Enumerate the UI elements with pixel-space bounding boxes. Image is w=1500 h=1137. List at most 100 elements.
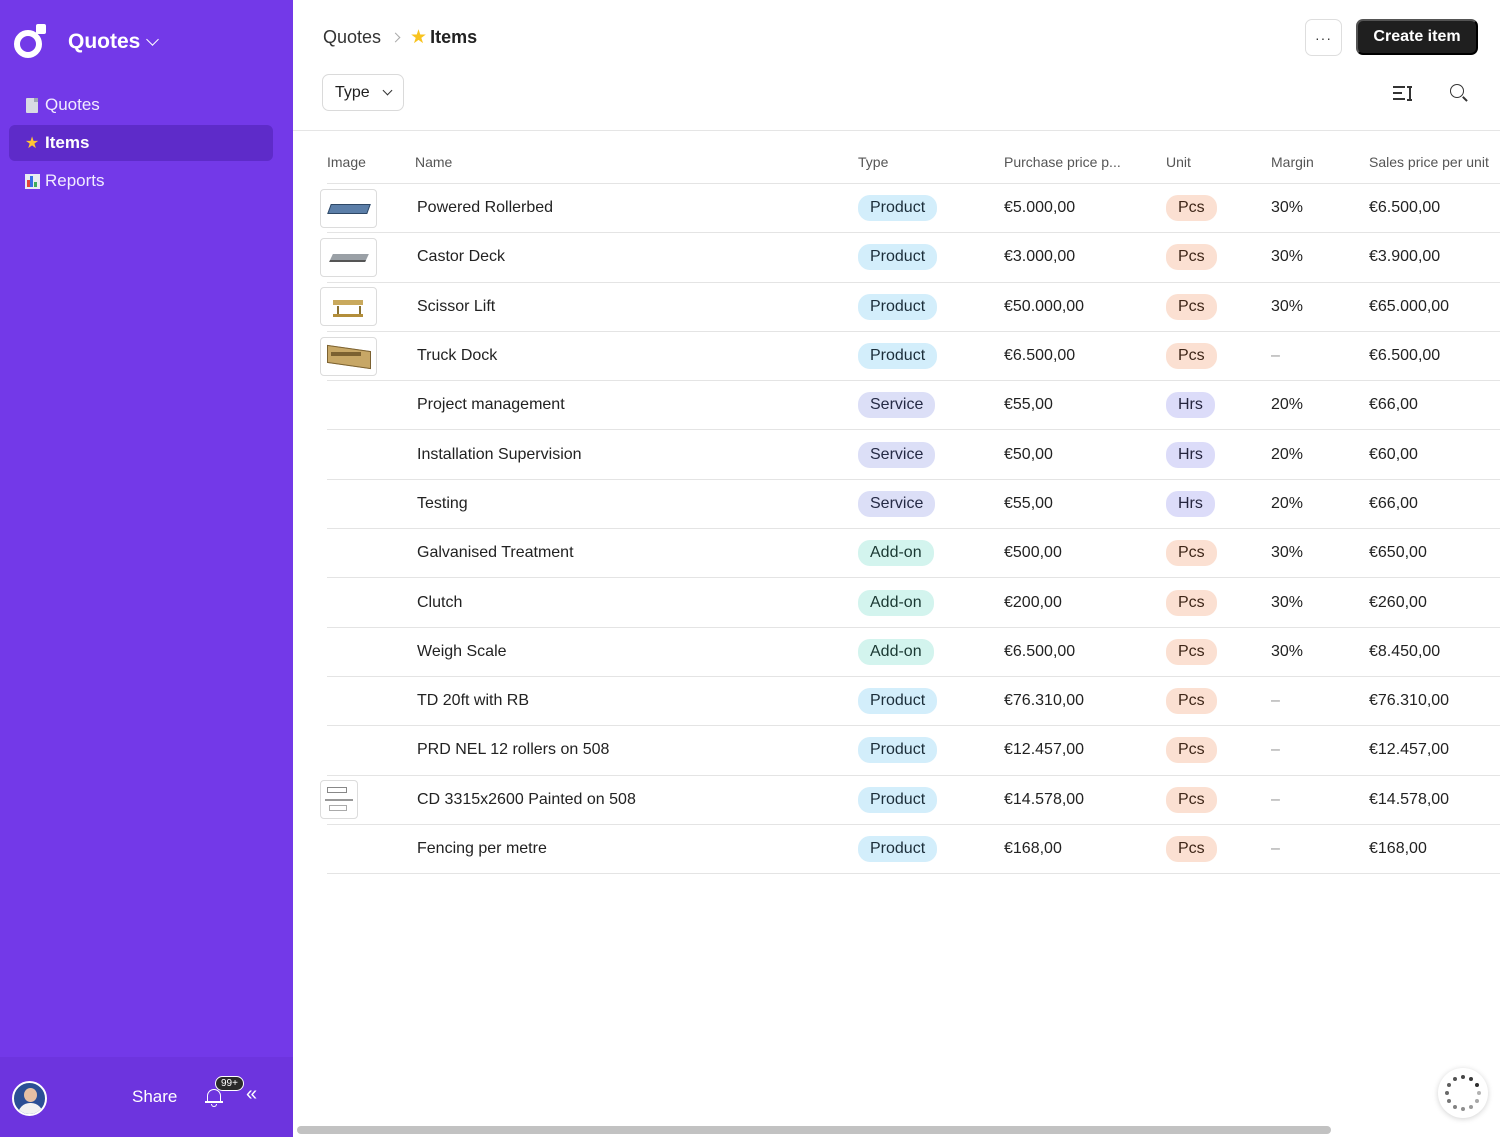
column-header-sales-price[interactable]: Sales price per unit — [1369, 153, 1489, 170]
item-thumbnail[interactable] — [320, 780, 358, 820]
table-row[interactable]: CD 3315x2600 Painted on 508 Product €14.57… — [320, 776, 1500, 825]
cell-sales-price: €66,00 — [1369, 396, 1418, 414]
cell-name[interactable]: Castor Deck — [417, 248, 506, 266]
table-row[interactable]: Installation Supervision Service €50,00 Hrs… — [327, 430, 1500, 480]
cell-type: Product — [858, 195, 1004, 222]
cell-name[interactable]: Scissor Lift — [417, 297, 496, 315]
cell-name[interactable]: CD 3315x2600 Painted on 508 — [417, 790, 636, 808]
table-row[interactable]: Scissor Lift Product €50.000,00 Pcs 30% €65.0… — [320, 283, 1500, 332]
column-header-type[interactable]: Type — [858, 153, 889, 170]
table-row[interactable]: Weigh Scale Add-on €6.500,00 Pcs 30% €8.450,0… — [327, 628, 1500, 677]
chevron-down-icon — [382, 85, 393, 96]
cell-sales-price: €65.000,00 — [1369, 297, 1450, 315]
type-badge: Product — [858, 343, 938, 370]
cell-unit: Pcs — [1166, 293, 1271, 320]
item-thumbnail[interactable] — [320, 336, 377, 376]
column-header-image[interactable]: Image — [327, 153, 366, 170]
sidebar-item-label: Quotes — [45, 95, 100, 114]
cell-purchase-price: €3.000,00 — [1004, 248, 1076, 266]
sidebar-item-quotes[interactable]: Quotes — [9, 87, 273, 123]
cell-unit: Hrs — [1166, 392, 1271, 419]
cell-sales-price: €650,00 — [1369, 544, 1427, 562]
item-thumbnail[interactable] — [320, 287, 377, 327]
cell-margin: 30% — [1271, 248, 1304, 266]
type-badge: Product — [858, 737, 938, 764]
divider — [293, 130, 1500, 131]
item-thumbnail[interactable] — [320, 237, 377, 277]
cell-name[interactable]: Powered Rollerbed — [417, 199, 554, 217]
cell-name[interactable]: Project management — [417, 396, 565, 414]
cell-type: Service — [858, 392, 1004, 419]
filter-label: Type — [335, 83, 370, 101]
column-header-unit[interactable]: Unit — [1166, 153, 1191, 170]
table-row[interactable]: Powered Rollerbed Product €5.000,00 Pcs 30% €… — [320, 184, 1500, 234]
cell-purchase-price: €55,00 — [1004, 396, 1053, 414]
column-header-purchase-price[interactable]: Purchase price p... — [1004, 153, 1121, 170]
double-chevron-left-icon[interactable]: « — [246, 1083, 258, 1105]
share-button[interactable]: Share — [132, 1087, 178, 1106]
type-badge: Service — [858, 490, 936, 517]
table-row[interactable]: Castor Deck Product €3.000,00 Pcs 30% €3.900,… — [320, 233, 1500, 283]
cell-name[interactable]: Galvanised Treatment — [417, 544, 574, 562]
cell-name[interactable]: Weigh Scale — [417, 642, 507, 660]
cell-margin: – — [1271, 347, 1280, 365]
cell-unit: Pcs — [1166, 688, 1271, 715]
cell-margin: 30% — [1271, 544, 1304, 562]
cell-image — [320, 237, 415, 277]
cell-unit: Pcs — [1166, 836, 1271, 862]
column-header-name[interactable]: Name — [415, 153, 453, 170]
cell-name[interactable]: Clutch — [417, 593, 463, 611]
cell-type: Product — [858, 293, 1004, 320]
cell-purchase-price: €50.000,00 — [1004, 297, 1085, 315]
bell-icon[interactable] — [205, 1087, 223, 1107]
table-row[interactable]: PRD NEL 12 rollers on 508 Product €12.457,… — [327, 726, 1500, 776]
cell-image — [320, 287, 415, 327]
cell-sales-price: €260,00 — [1369, 593, 1427, 611]
cell-margin: – — [1271, 741, 1280, 759]
table-row[interactable]: Project management Service €55,00 Hrs 20% €66… — [327, 381, 1500, 431]
table-row[interactable]: Testing Service €55,00 Hrs 20% €66,00 — [327, 480, 1500, 530]
search-icon[interactable] — [1449, 83, 1469, 103]
cell-unit: Hrs — [1166, 490, 1271, 517]
cell-unit: Pcs — [1166, 195, 1271, 222]
sidebar-item-items[interactable]: ★ Items — [9, 125, 273, 161]
cell-name[interactable]: PRD NEL 12 rollers on 508 — [417, 741, 610, 759]
column-header-margin[interactable]: Margin — [1271, 153, 1314, 170]
user-avatar[interactable] — [12, 1081, 47, 1116]
table-row[interactable]: Truck Dock Product €6.500,00 Pcs – €6.500,00 — [320, 332, 1500, 382]
type-badge: Add-on — [858, 589, 934, 616]
item-thumbnail[interactable] — [320, 188, 377, 228]
cell-sales-price: €6.500,00 — [1369, 199, 1441, 217]
cell-name[interactable]: Testing — [417, 494, 468, 512]
table-row[interactable]: Clutch Add-on €200,00 Pcs 30% €260,00 — [327, 578, 1500, 628]
table-row[interactable]: Galvanised Treatment Add-on €500,00 Pcs 30% €… — [327, 529, 1500, 579]
type-badge: Service — [858, 392, 936, 419]
type-badge: Product — [858, 244, 938, 271]
table-row[interactable]: TD 20ft with RB Product €76.310,00 Pcs – €76.… — [327, 677, 1500, 727]
bar-chart-icon — [23, 172, 41, 190]
cell-margin: 20% — [1271, 494, 1304, 512]
breadcrumb-root[interactable]: Quotes — [323, 27, 382, 47]
more-options-button[interactable]: ··· — [1305, 19, 1342, 56]
cell-name[interactable]: Installation Supervision — [417, 445, 582, 463]
cell-name[interactable]: Truck Dock — [417, 347, 498, 365]
unit-badge: Hrs — [1166, 490, 1215, 517]
cell-unit: Hrs — [1166, 441, 1271, 468]
cell-purchase-price: €76.310,00 — [1004, 692, 1085, 710]
display-options-icon[interactable] — [1393, 83, 1413, 103]
unit-badge: Pcs — [1166, 638, 1217, 665]
unit-badge: Pcs — [1166, 836, 1217, 862]
notification-badge: 99+ — [215, 1076, 244, 1091]
cell-margin: 30% — [1271, 642, 1304, 660]
cell-name[interactable]: TD 20ft with RB — [417, 692, 530, 710]
cell-name[interactable]: Fencing per metre — [417, 840, 547, 857]
sidebar-item-reports[interactable]: Reports — [9, 163, 273, 199]
unit-badge: Pcs — [1166, 195, 1217, 222]
workspace-switcher[interactable]: Quotes — [12, 24, 160, 60]
horizontal-scrollbar[interactable] — [297, 1126, 1331, 1134]
table-row[interactable]: Fencing per metre Product €168,00 Pcs – €168,… — [327, 825, 1500, 875]
cell-unit: Pcs — [1166, 589, 1271, 616]
type-badge: Product — [858, 293, 938, 320]
create-item-button[interactable]: Create item — [1356, 19, 1478, 55]
type-filter-dropdown[interactable]: Type — [322, 74, 404, 111]
